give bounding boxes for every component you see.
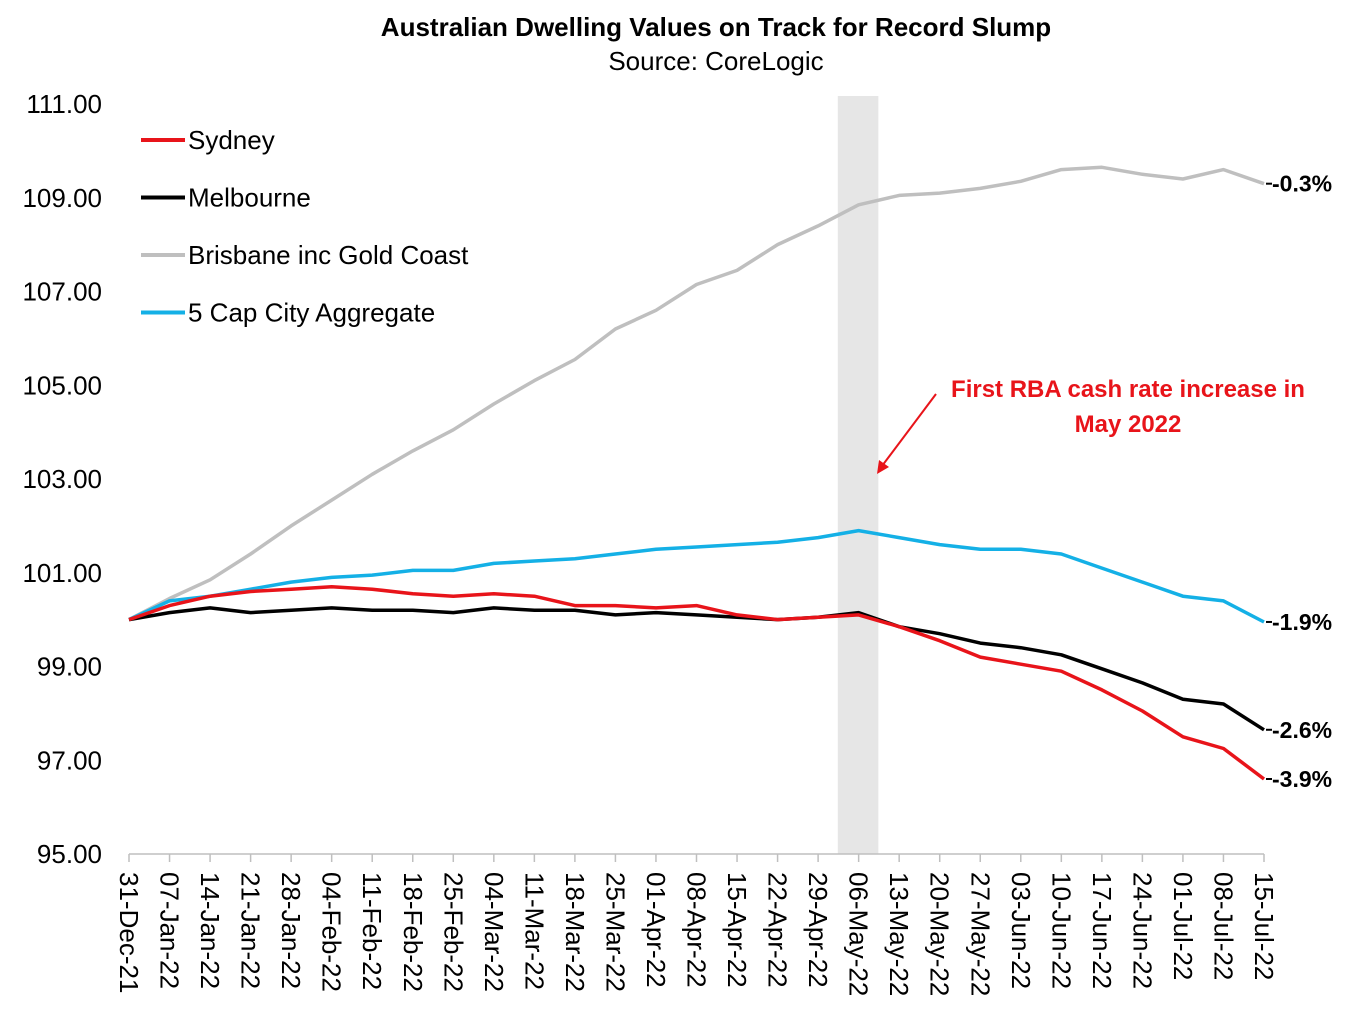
chart-subtitle: Source: CoreLogic bbox=[608, 46, 823, 76]
y-tick-label: 109.00 bbox=[22, 183, 102, 213]
x-tick-label: 15-Jul-22 bbox=[1249, 872, 1279, 980]
x-tick-label: 10-Jun-22 bbox=[1046, 872, 1076, 989]
legend: Sydney Melbourne Brisbane inc Gold Coast 5 … bbox=[141, 125, 469, 328]
end-label: -0.3% bbox=[1272, 171, 1332, 197]
x-tick-label: 01-Apr-22 bbox=[641, 872, 671, 988]
shaded-period bbox=[837, 96, 879, 854]
series-lines bbox=[128, 165, 1266, 781]
y-tick-label: 105.00 bbox=[22, 370, 102, 400]
end-label: -1.9% bbox=[1272, 609, 1332, 635]
end-labels: -3.9% -2.6% -0.3% -1.9% bbox=[1266, 171, 1332, 792]
x-tick-label: 27-May-22 bbox=[965, 872, 995, 996]
y-tick-label: 99.00 bbox=[37, 652, 102, 682]
y-tick-label: 95.00 bbox=[37, 839, 102, 869]
x-axis: 31-Dec-21 07-Jan-22 14-Jan-22 21-Jan-22 28-J… bbox=[114, 853, 1279, 996]
x-tick-label: 29-Apr-22 bbox=[803, 872, 833, 988]
x-tick-label: 18-Feb-22 bbox=[398, 872, 428, 992]
x-tick-label: 04-Feb-22 bbox=[317, 872, 347, 992]
x-tick-label: 03-Jun-22 bbox=[1006, 872, 1036, 989]
x-tick-label: 08-Jul-22 bbox=[1208, 872, 1238, 980]
legend-label: Sydney bbox=[188, 125, 275, 155]
x-tick-label: 14-Jan-22 bbox=[195, 872, 225, 989]
y-tick-label: 101.00 bbox=[22, 558, 102, 588]
annotation-arrow bbox=[881, 393, 937, 467]
x-tick-label: 25-Mar-22 bbox=[600, 872, 630, 992]
annotation-arrowhead bbox=[877, 460, 889, 474]
annotation-line-1: First RBA cash rate increase in bbox=[951, 376, 1305, 403]
x-tick-label: 25-Feb-22 bbox=[438, 872, 468, 992]
y-tick-label: 107.00 bbox=[22, 277, 102, 307]
x-tick-label: 20-May-22 bbox=[925, 872, 955, 996]
y-tick-label: 111.00 bbox=[26, 89, 102, 119]
annotation: First RBA cash rate increase in May 2022 bbox=[877, 376, 1305, 474]
x-tick-label: 04-Mar-22 bbox=[479, 872, 509, 992]
end-label: -3.9% bbox=[1272, 766, 1332, 792]
annotation-line-2: May 2022 bbox=[1075, 411, 1182, 438]
x-tick-label: 07-Jan-22 bbox=[155, 872, 185, 989]
x-tick-label: 08-Apr-22 bbox=[682, 872, 712, 988]
x-tick-label: 18-Mar-22 bbox=[560, 872, 590, 992]
x-tick-label: 11-Mar-22 bbox=[519, 872, 549, 990]
x-tick-label: 31-Dec-21 bbox=[114, 872, 144, 993]
x-tick-label: 21-Jan-22 bbox=[236, 872, 266, 989]
x-tick-label: 17-Jun-22 bbox=[1087, 872, 1117, 989]
series-line-melbourne bbox=[128, 606, 1265, 732]
series-line-sydney bbox=[128, 585, 1266, 781]
x-tick-label: 06-May-22 bbox=[844, 872, 874, 996]
series-line-5-cap-city-aggregate bbox=[128, 528, 1265, 624]
y-tick-label: 97.00 bbox=[37, 745, 102, 775]
x-tick-label: 28-Jan-22 bbox=[276, 872, 306, 989]
series-line-brisbane-inc-gold-coast bbox=[128, 165, 1265, 622]
x-tick-label: 11-Feb-22 bbox=[357, 872, 387, 990]
end-label: -2.6% bbox=[1272, 717, 1332, 743]
y-tick-label: 103.00 bbox=[22, 464, 102, 494]
legend-label: Melbourne bbox=[188, 183, 311, 213]
x-tick-label: 22-Apr-22 bbox=[763, 872, 793, 988]
x-tick-label: 01-Jul-22 bbox=[1168, 872, 1198, 980]
x-tick-label: 24-Jun-22 bbox=[1127, 872, 1157, 989]
legend-label: 5 Cap City Aggregate bbox=[188, 298, 435, 328]
x-tick-label: 15-Apr-22 bbox=[722, 872, 752, 988]
x-tick-label: 13-May-22 bbox=[884, 872, 914, 996]
y-axis: 95.00 97.00 99.00 101.00 103.00 105.00 107.00 1… bbox=[22, 89, 102, 869]
legend-label: Brisbane inc Gold Coast bbox=[188, 240, 469, 270]
chart-title: Australian Dwelling Values on Track for … bbox=[381, 12, 1051, 42]
